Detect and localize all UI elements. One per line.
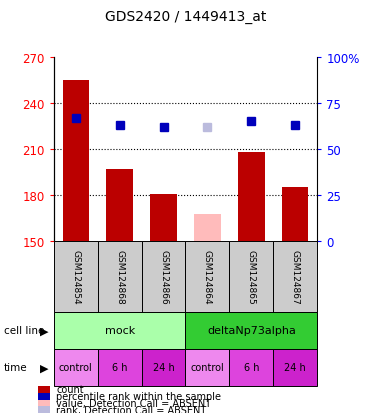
- Bar: [38, 400, 50, 406]
- Bar: [98, 349, 142, 386]
- Bar: [150, 194, 177, 242]
- Bar: [194, 214, 221, 242]
- Text: 6 h: 6 h: [112, 363, 127, 373]
- Text: value, Detection Call = ABSENT: value, Detection Call = ABSENT: [56, 398, 211, 408]
- Text: ▶: ▶: [40, 363, 49, 373]
- Text: deltaNp73alpha: deltaNp73alpha: [207, 325, 296, 335]
- Text: GSM124867: GSM124867: [291, 249, 300, 304]
- Text: rank, Detection Call = ABSENT: rank, Detection Call = ABSENT: [56, 405, 207, 413]
- Bar: [186, 349, 229, 386]
- Text: GSM124868: GSM124868: [115, 249, 124, 304]
- Text: GDS2420 / 1449413_at: GDS2420 / 1449413_at: [105, 10, 266, 24]
- Bar: [54, 242, 98, 312]
- Bar: [282, 188, 308, 242]
- Text: cell line: cell line: [4, 325, 44, 335]
- Bar: [186, 312, 317, 349]
- Bar: [229, 242, 273, 312]
- Bar: [238, 153, 265, 242]
- Bar: [273, 242, 317, 312]
- Text: ▶: ▶: [40, 325, 49, 335]
- Bar: [38, 393, 50, 400]
- Bar: [142, 242, 186, 312]
- Bar: [98, 242, 142, 312]
- Text: 24 h: 24 h: [153, 363, 174, 373]
- Bar: [54, 312, 185, 349]
- Text: count: count: [56, 385, 84, 394]
- Bar: [229, 349, 273, 386]
- Bar: [106, 170, 133, 242]
- Bar: [63, 81, 89, 242]
- Bar: [273, 349, 317, 386]
- Bar: [54, 349, 98, 386]
- Text: percentile rank within the sample: percentile rank within the sample: [56, 391, 221, 401]
- Text: control: control: [191, 363, 224, 373]
- Text: 24 h: 24 h: [285, 363, 306, 373]
- Text: GSM124854: GSM124854: [71, 249, 80, 304]
- Text: GSM124864: GSM124864: [203, 249, 212, 304]
- Bar: [38, 386, 50, 393]
- Text: control: control: [59, 363, 93, 373]
- Text: mock: mock: [105, 325, 135, 335]
- Text: GSM124865: GSM124865: [247, 249, 256, 304]
- Bar: [186, 242, 229, 312]
- Bar: [38, 406, 50, 413]
- Text: time: time: [4, 363, 27, 373]
- Bar: [142, 349, 186, 386]
- Text: 6 h: 6 h: [244, 363, 259, 373]
- Text: GSM124866: GSM124866: [159, 249, 168, 304]
